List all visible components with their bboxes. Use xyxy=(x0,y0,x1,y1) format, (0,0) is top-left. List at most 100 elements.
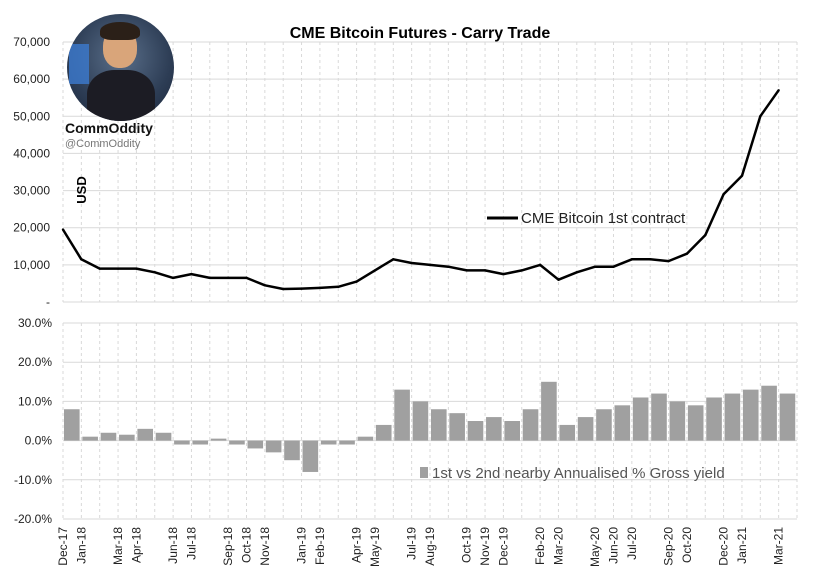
x-tick: Jul-20 xyxy=(625,527,639,560)
commoddity-logo: CommOddity @CommOddity xyxy=(62,14,178,154)
brand-name: CommOddity xyxy=(65,120,153,136)
yield-y-axis: -20.0% -10.0% 0.0% 10.0% 20.0% 30.0% xyxy=(14,316,52,526)
price-y-tick: 20,000 xyxy=(13,221,50,235)
yield-bar xyxy=(284,440,300,461)
price-point xyxy=(593,265,597,268)
price-point xyxy=(483,269,487,272)
yield-bar xyxy=(82,436,98,441)
x-tick: Dec-20 xyxy=(717,527,731,566)
price-point xyxy=(538,263,542,267)
price-point xyxy=(704,233,707,237)
price-legend: CME Bitcoin 1st contract xyxy=(487,210,686,227)
x-tick: Oct-18 xyxy=(240,527,254,563)
price-point xyxy=(447,265,450,268)
yield-bar xyxy=(522,409,539,441)
yield-bar xyxy=(632,397,649,441)
price-point xyxy=(722,193,725,196)
price-point xyxy=(355,280,358,283)
price-point xyxy=(410,261,413,265)
x-tick: Jan-21 xyxy=(735,527,749,564)
yield-y-tick: 10.0% xyxy=(18,394,52,408)
yield-bar xyxy=(431,409,447,441)
price-point xyxy=(520,269,523,272)
yield-bar xyxy=(119,434,135,441)
yield-bar xyxy=(229,440,245,445)
price-point xyxy=(226,276,230,280)
price-point xyxy=(777,89,780,92)
price-point xyxy=(612,265,615,268)
yield-y-tick: 0.0% xyxy=(25,434,53,448)
yield-bar xyxy=(64,409,80,441)
price-y-tick: 40,000 xyxy=(13,146,50,160)
price-y-axis: - 10,000 20,000 30,000 40,000 50,000 60,000 70,… xyxy=(13,35,50,309)
price-point xyxy=(740,174,744,177)
price-point xyxy=(190,272,193,276)
price-point xyxy=(171,276,175,280)
price-y-tick: 30,000 xyxy=(13,184,50,198)
x-tick: Jun-20 xyxy=(607,527,621,564)
x-tick: Oct-19 xyxy=(460,527,474,563)
x-tick: Dec-17 xyxy=(56,527,70,566)
price-point xyxy=(373,269,377,272)
price-point xyxy=(630,258,634,261)
yield-bar xyxy=(265,440,282,453)
price-y-tick: 60,000 xyxy=(13,72,50,86)
yield-legend-label: 1st vs 2nd nearby Annualised % Gross yie… xyxy=(432,465,725,482)
price-point xyxy=(575,271,578,274)
x-axis: Dec-17 Jan-18 Mar-18 Apr-18 Jun-18 Jul-18 Sep-… xyxy=(56,527,786,567)
price-point xyxy=(245,276,248,280)
yield-bar xyxy=(596,409,612,441)
yield-bar xyxy=(137,428,153,441)
yield-bar xyxy=(394,389,410,441)
x-tick: Jul-19 xyxy=(405,527,419,560)
x-tick: Mar-18 xyxy=(111,527,125,565)
price-point xyxy=(318,286,322,290)
price-point xyxy=(502,272,505,276)
price-point xyxy=(300,287,303,290)
x-tick: Feb-20 xyxy=(533,527,547,565)
price-point xyxy=(282,287,285,291)
yield-bar xyxy=(486,417,502,441)
yield-bar xyxy=(614,405,631,441)
price-point xyxy=(116,267,120,270)
yield-bar xyxy=(761,385,777,441)
price-y-tick: 10,000 xyxy=(13,258,50,272)
price-point xyxy=(135,267,138,270)
yield-bar xyxy=(320,440,337,445)
yield-bar xyxy=(155,432,172,441)
price-point xyxy=(649,258,652,261)
yield-bar xyxy=(779,393,796,441)
yield-bar xyxy=(559,424,576,441)
yield-bar xyxy=(100,432,117,441)
price-point xyxy=(667,259,670,263)
brand-handle: @CommOddity xyxy=(65,138,141,150)
price-y-tick: 70,000 xyxy=(13,35,50,49)
price-y-axis-label: USD xyxy=(74,176,89,203)
chart-title: CME Bitcoin Futures - Carry Trade xyxy=(290,25,551,42)
yield-bar xyxy=(577,417,594,441)
x-tick: Nov-18 xyxy=(258,527,272,566)
x-tick: Aug-19 xyxy=(423,527,437,566)
yield-bar xyxy=(687,405,704,441)
x-tick: Mar-21 xyxy=(772,527,786,565)
price-point xyxy=(392,258,395,261)
x-tick: Apr-18 xyxy=(129,527,143,563)
price-line xyxy=(61,89,780,291)
yield-bar xyxy=(357,436,374,441)
x-tick: Sep-20 xyxy=(662,527,676,566)
price-point xyxy=(263,284,267,287)
yield-legend: 1st vs 2nd nearby Annualised % Gross yie… xyxy=(420,465,725,482)
yield-y-tick: 20.0% xyxy=(18,355,52,369)
yield-bar xyxy=(247,440,264,449)
yield-series xyxy=(64,381,796,472)
yield-bar xyxy=(339,440,355,445)
price-point xyxy=(153,271,156,274)
price-point xyxy=(428,263,432,267)
yield-bar xyxy=(541,381,557,441)
yield-legend-swatch xyxy=(420,467,428,478)
x-tick: Feb-19 xyxy=(313,527,327,565)
price-point xyxy=(208,276,211,280)
price-point xyxy=(337,285,340,288)
yield-bar xyxy=(302,440,319,472)
x-tick: Jul-18 xyxy=(184,527,198,560)
